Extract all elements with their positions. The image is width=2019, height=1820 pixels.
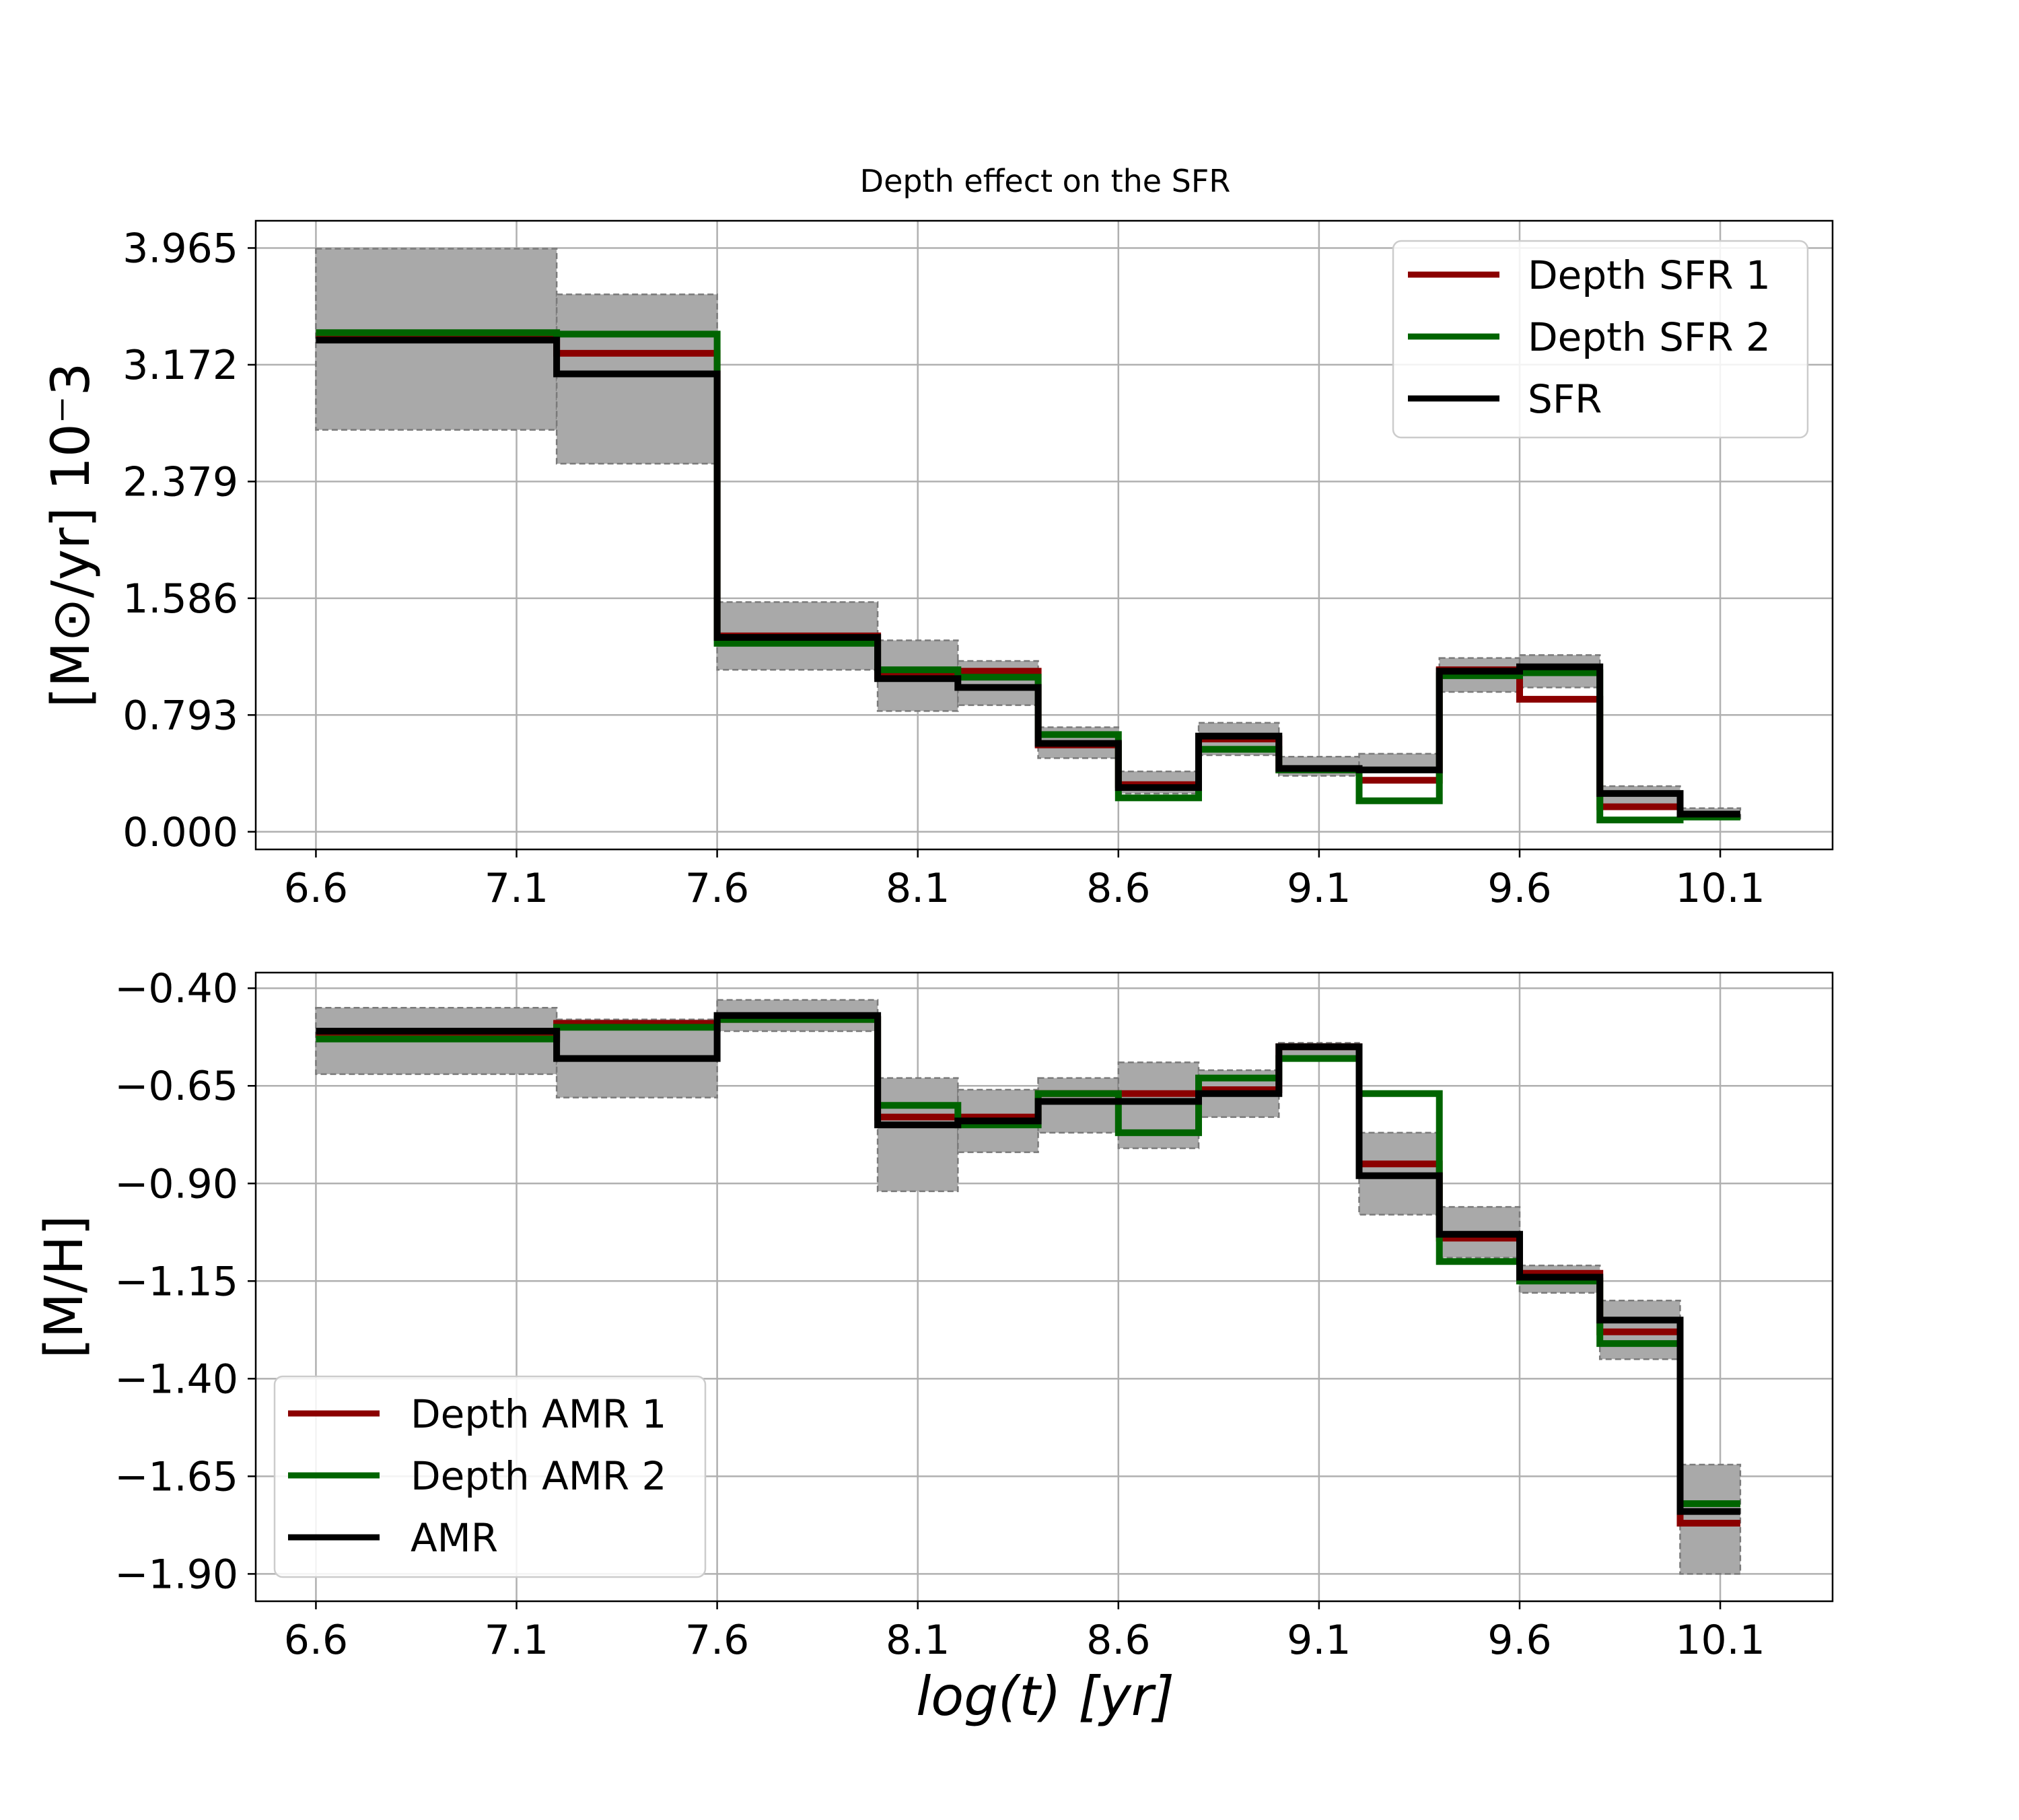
amr-uncertainty-band [315,999,1742,1575]
amr-band-bin-5 [1037,1077,1120,1134]
sfr-x-tick-label-3: 8.1 [886,865,950,912]
amr-x-tick-label-3: 8.1 [886,1617,950,1664]
sfr-panel: Depth effect on the SFR 6.6 7.1 7.6 8.1 8.6 9… [41,163,1834,912]
sfr-x-tick-label-0: 6.6 [284,865,348,912]
sfr-x-tick-label-6: 9.6 [1487,865,1551,912]
legend-label-sfr: SFR [1528,376,1602,422]
amr-x-tick-label-5: 9.1 [1287,1617,1351,1664]
legend-label-depth-amr-2: Depth AMR 2 [411,1453,666,1499]
legend-label-depth-sfr-2: Depth SFR 2 [1528,314,1771,360]
amr-legend-box [273,1375,707,1578]
sfr-y-tick-label-5: 3.965 [122,225,238,272]
sfr-y-tick-label-4: 3.172 [122,342,238,389]
sfr-x-tick-label-5: 9.1 [1287,865,1351,912]
legend-label-depth-amr-1: Depth AMR 1 [411,1391,666,1437]
sfr-x-tick-label-2: 7.6 [685,865,749,912]
chart-title: Depth effect on the SFR [860,163,1231,199]
amr-x-tick-label-0: 6.6 [284,1617,348,1664]
amr-x-tick-label-2: 7.6 [685,1617,749,1664]
amr-y-tick-label-3: −1.15 [114,1258,238,1305]
amr-series-depth-amr-2 [316,1016,1740,1507]
sfr-y-tick-label-2: 1.586 [122,575,238,623]
sfr-y-tick-label-0: 0.000 [122,809,238,856]
amr-y-tick-label-4: −1.40 [114,1356,238,1403]
amr-y-tick-label-1: −0.65 [114,1063,238,1110]
sfr-x-tick-label-4: 8.6 [1086,865,1150,912]
amr-x-tick-label-6: 9.6 [1487,1617,1551,1664]
amr-series-amr [316,1012,1740,1515]
amr-y-tick-label-2: −0.90 [114,1160,238,1208]
sfr-band-bin-4 [957,660,1039,706]
amr-x-ticks: 6.6 7.1 7.6 8.1 8.6 9.1 9.6 10.1 [284,1601,1765,1664]
sfr-x-tick-label-1: 7.1 [485,865,548,912]
amr-x-tick-label-7: 10.1 [1675,1617,1765,1664]
sfr-series-sfr [316,337,1740,818]
amr-x-tick-label-1: 7.1 [485,1617,548,1664]
amr-legend: Depth AMR 1 Depth AMR 2 AMR [273,1375,707,1578]
sfr-x-ticks: 6.6 7.1 7.6 8.1 8.6 9.1 9.6 10.1 [284,849,1765,912]
sfr-y-tick-label-3: 2.379 [122,458,238,505]
sfr-legend: Depth SFR 1 Depth SFR 2 SFR [1392,240,1809,439]
amr-y-axis-label: [M/H] [34,1215,95,1358]
sfr-band-bin-1 [555,293,718,465]
sfr-y-tick-label-1: 0.793 [122,692,238,739]
amr-panel: 6.6 7.1 7.6 8.1 8.6 9.1 9.6 10.1 −0.40 −0.65 −0.9… [34,965,1834,1728]
sfr-axes-frame [254,219,1834,851]
amr-y-tick-label-6: −1.90 [114,1551,238,1598]
sfr-legend-box [1392,240,1809,439]
sfr-y-axis-label: [M⊙/yr] 10⁻3 [41,363,102,708]
sfr-series-lines [316,329,1740,824]
amr-y-tick-label-0: −0.40 [114,965,238,1012]
sfr-x-tick-label-7: 10.1 [1675,865,1765,912]
legend-label-amr: AMR [411,1515,498,1561]
legend-label-depth-sfr-1: Depth SFR 1 [1528,252,1771,298]
x-axis-label: log(t) [yr] [916,1665,1174,1728]
amr-series-lines [316,1012,1740,1527]
sfr-y-ticks: 0.000 0.793 1.586 2.379 3.172 3.965 [122,225,256,856]
amr-y-ticks: −0.40 −0.65 −0.90 −1.15 −1.40 −1.65 −1.90 [114,965,256,1598]
amr-x-tick-label-4: 8.6 [1086,1617,1150,1664]
amr-y-tick-label-5: −1.65 [114,1453,238,1500]
amr-band-bin-13 [1679,1463,1742,1575]
amr-axes-frame [254,971,1834,1603]
amr-band-bin-3 [876,1077,959,1193]
